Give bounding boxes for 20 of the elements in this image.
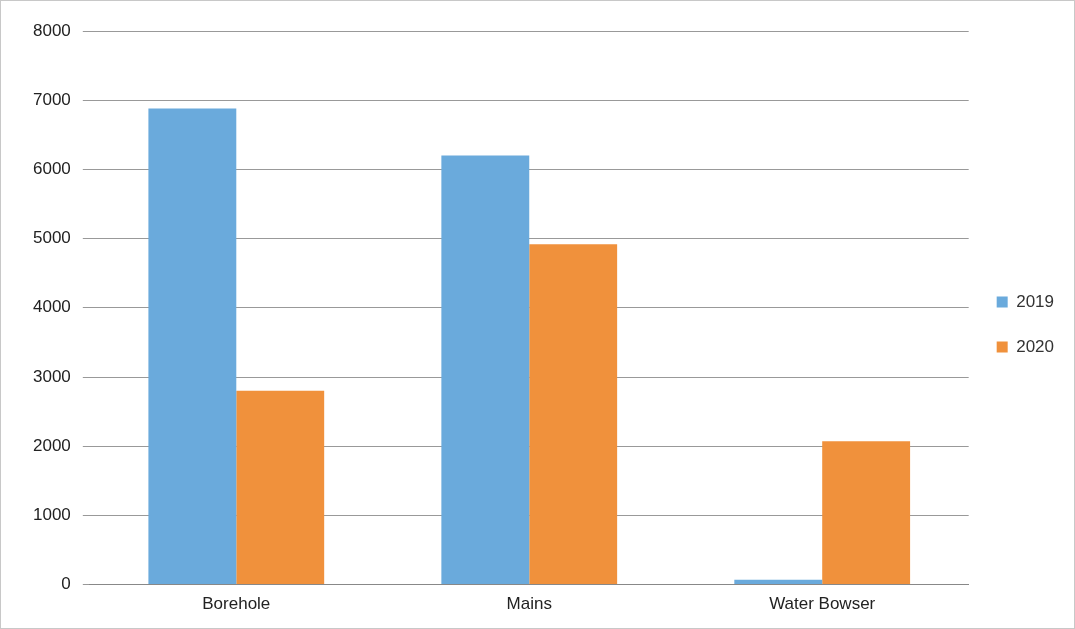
x-tick-label: Borehole [202,594,271,614]
legend-label: 2019 [1016,291,1055,311]
bar [236,390,325,585]
y-tick-label: 0 [61,574,71,594]
legend-label: 2020 [1016,336,1055,356]
x-tick-label: Water Bowser [769,594,876,614]
y-tick-label: 6000 [32,159,71,179]
y-tick-label: 8000 [32,20,71,40]
y-tick-label: 7000 [32,89,71,109]
x-tick-label: Mains [506,594,552,614]
bar [529,244,618,585]
y-tick-label: 4000 [32,297,71,317]
y-tick-label: 1000 [32,505,71,525]
y-tick-label: 2000 [32,435,71,455]
bar [148,108,237,585]
y-tick-label: 3000 [32,366,71,386]
bar [441,155,530,585]
bar [822,441,911,585]
bar [734,579,823,585]
y-tick-label: 5000 [32,228,71,248]
